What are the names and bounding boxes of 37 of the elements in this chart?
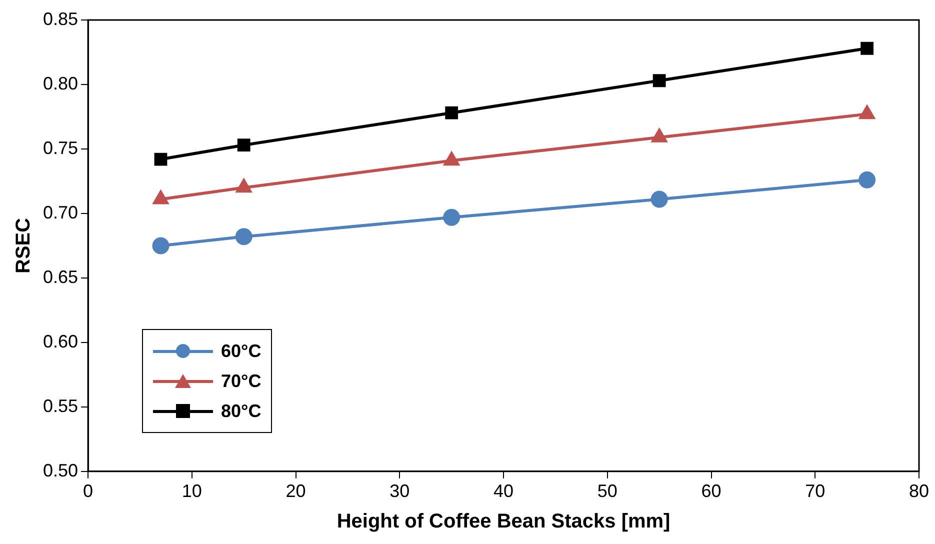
legend-label: 60°C [221,340,262,362]
x-tick-label: 0 [83,481,94,502]
legend-label: 80°C [221,400,262,422]
point [152,237,170,254]
point [652,74,666,88]
point [444,152,460,166]
x-tick-label: 40 [494,481,514,502]
point [236,179,252,193]
x-tick-label: 80 [908,481,930,502]
point [153,190,168,204]
y-tick-label: 0.65 [42,266,78,287]
point [154,152,168,166]
x-tick-label: 60 [701,481,722,502]
point [237,138,250,152]
point [235,228,252,246]
point [652,128,667,142]
point [858,171,876,188]
x-tick-label: 70 [805,481,826,502]
point [860,42,874,55]
point [445,106,458,120]
x-tick-label: 20 [286,481,306,502]
y-tick-label: 0.75 [42,138,78,158]
x-tick-label: 50 [597,481,618,502]
point [860,106,875,120]
y-tick-label: 0.80 [42,73,78,94]
y-tick-label: 0.50 [42,460,78,480]
point [650,190,668,208]
x-tick-label: 10 [182,481,202,502]
y-tick-label: 0.70 [42,202,78,222]
point [443,208,460,226]
y-tick-label: 0.55 [42,396,78,416]
legend-label: 70°C [221,370,262,392]
y-axis-title: RSEC [12,218,35,274]
y-tick-label: 0.60 [42,331,78,352]
y-tick-label: 0.85 [42,8,78,29]
x-axis-title: Height of Coffee Bean Stacks [mm] [336,510,670,533]
x-tick-label: 30 [390,481,410,502]
